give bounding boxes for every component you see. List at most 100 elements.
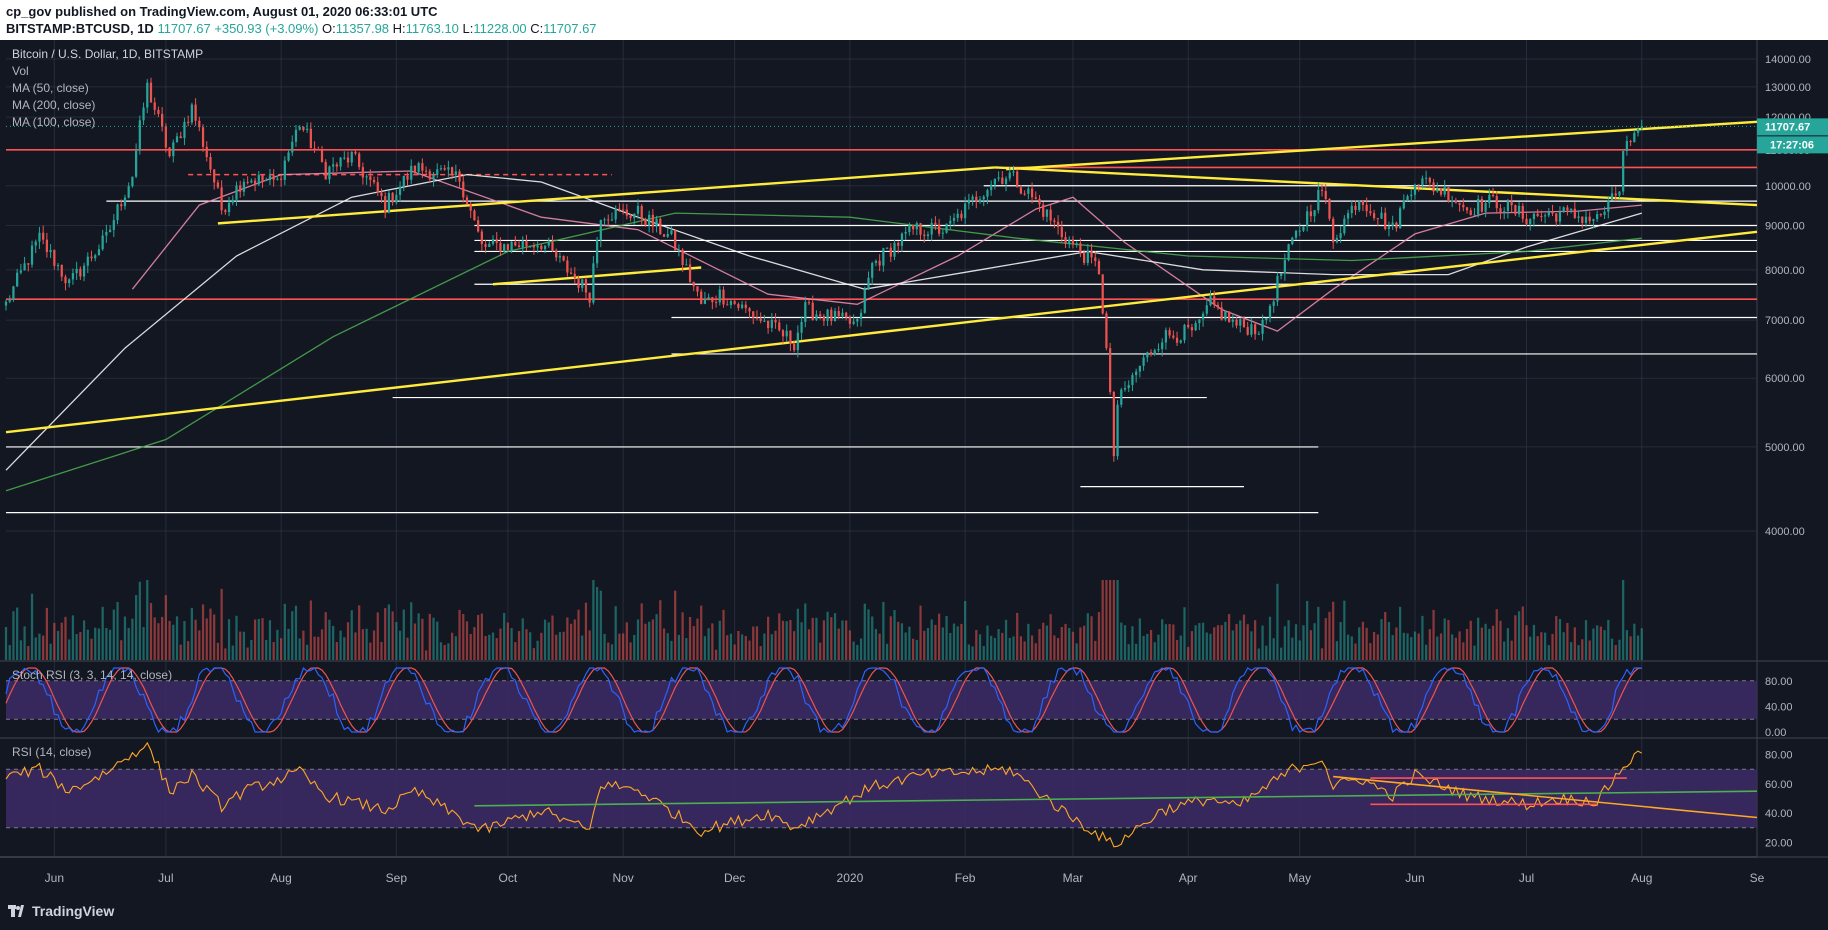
volume-bar xyxy=(30,593,34,660)
volume-bar xyxy=(335,642,338,660)
candle-body xyxy=(428,171,431,180)
volume-bar xyxy=(1008,637,1011,660)
candle-body xyxy=(376,182,379,193)
volume-bar xyxy=(16,607,19,660)
candle-body xyxy=(926,234,930,237)
candle-body xyxy=(1142,357,1145,366)
candle-body xyxy=(8,299,11,302)
candle-body xyxy=(648,214,651,226)
volume-bar xyxy=(105,628,108,660)
low-value: 11228.00 xyxy=(473,21,527,36)
candle-body xyxy=(1220,307,1223,320)
volume-bar xyxy=(986,625,989,660)
candle-body xyxy=(1473,214,1476,216)
candle-body xyxy=(1607,200,1610,212)
volume-bar xyxy=(930,619,933,660)
volume-bar xyxy=(421,618,424,660)
candle-body xyxy=(1127,384,1130,389)
volume-bar xyxy=(919,605,922,660)
volume-bar xyxy=(1127,644,1130,660)
candle-body xyxy=(298,126,301,130)
volume-bar xyxy=(833,613,837,660)
volume-bar xyxy=(1603,630,1606,660)
tradingview-logo[interactable]: TradingView xyxy=(8,903,114,919)
volume-bar xyxy=(227,619,231,660)
volume-bar xyxy=(4,626,8,660)
volume-bar xyxy=(354,632,357,660)
volume-bar xyxy=(1313,623,1316,660)
volume-bar xyxy=(406,637,409,660)
volume-bar xyxy=(1112,580,1115,660)
chart-canvas[interactable]: 14000.0013000.0012000.0011000.0010000.00… xyxy=(0,40,1828,896)
candle-body xyxy=(23,263,26,271)
candle-body xyxy=(1090,250,1093,258)
volume-bar xyxy=(1049,614,1052,660)
volume-bar xyxy=(1209,633,1212,660)
volume-bar xyxy=(588,630,591,660)
volume-bar xyxy=(893,610,896,660)
candle-body xyxy=(711,297,714,303)
volume-bar xyxy=(216,642,220,660)
volume-bar xyxy=(1346,634,1350,660)
candle-body xyxy=(1179,340,1182,343)
volume-bar xyxy=(752,626,755,660)
candle-body xyxy=(930,222,933,235)
volume-bar xyxy=(198,630,201,660)
price-tick-label: 13000.00 xyxy=(1765,82,1811,94)
volume-bar xyxy=(361,629,365,660)
candle-body xyxy=(540,245,543,250)
candle-body xyxy=(1060,226,1063,238)
candle-body xyxy=(662,234,666,237)
candle-body xyxy=(75,268,78,274)
volume-bar xyxy=(629,642,632,660)
candle-body xyxy=(302,126,305,131)
candle-body xyxy=(1216,304,1220,308)
volume-bar xyxy=(1246,624,1249,660)
volume-bar xyxy=(1231,630,1234,660)
volume-bar xyxy=(1543,632,1547,660)
candle-body xyxy=(1570,208,1573,211)
volume-bar xyxy=(525,629,528,660)
candle-body xyxy=(112,220,115,230)
volume-bar xyxy=(1138,618,1141,660)
volume-bar xyxy=(655,614,658,660)
candle-body xyxy=(1149,352,1153,355)
candle-body xyxy=(1164,330,1168,343)
volume-bar xyxy=(1480,627,1484,660)
candle-body xyxy=(700,291,703,304)
candle-body xyxy=(830,309,833,321)
volume-bar xyxy=(332,625,335,660)
candle-body xyxy=(216,182,220,188)
candle-body xyxy=(1529,219,1532,225)
volume-bar xyxy=(1060,627,1063,660)
volume-bar xyxy=(967,644,970,660)
candle-body xyxy=(793,343,796,351)
volume-bar xyxy=(395,622,398,660)
candle-body xyxy=(759,318,762,322)
volume-bar xyxy=(116,602,119,660)
candle-body xyxy=(562,256,565,261)
volume-bar xyxy=(1079,627,1082,660)
time-tick-label: Jun xyxy=(45,871,64,885)
candle-body xyxy=(510,241,513,250)
volume-bar xyxy=(1570,642,1573,660)
volume-bar xyxy=(477,614,480,660)
rsi-line xyxy=(5,741,1643,848)
candle-body xyxy=(1610,193,1614,201)
candle-body xyxy=(1187,324,1190,328)
volume-bar xyxy=(179,644,182,660)
candle-body xyxy=(1514,205,1517,215)
candle-body xyxy=(317,149,320,151)
volume-bar xyxy=(841,620,844,660)
candle-body xyxy=(439,168,443,170)
volume-bar xyxy=(1451,634,1454,660)
stoch-legend: Stoch RSI (3, 3, 14, 14, close) xyxy=(12,668,172,682)
candle-body xyxy=(294,129,298,142)
candle-body xyxy=(135,150,138,177)
candle-body xyxy=(116,204,119,221)
volume-bar xyxy=(975,629,978,660)
candle-body xyxy=(224,210,227,212)
candle-body xyxy=(677,249,681,251)
volume-bar xyxy=(566,617,569,660)
candle-body xyxy=(1536,213,1539,217)
